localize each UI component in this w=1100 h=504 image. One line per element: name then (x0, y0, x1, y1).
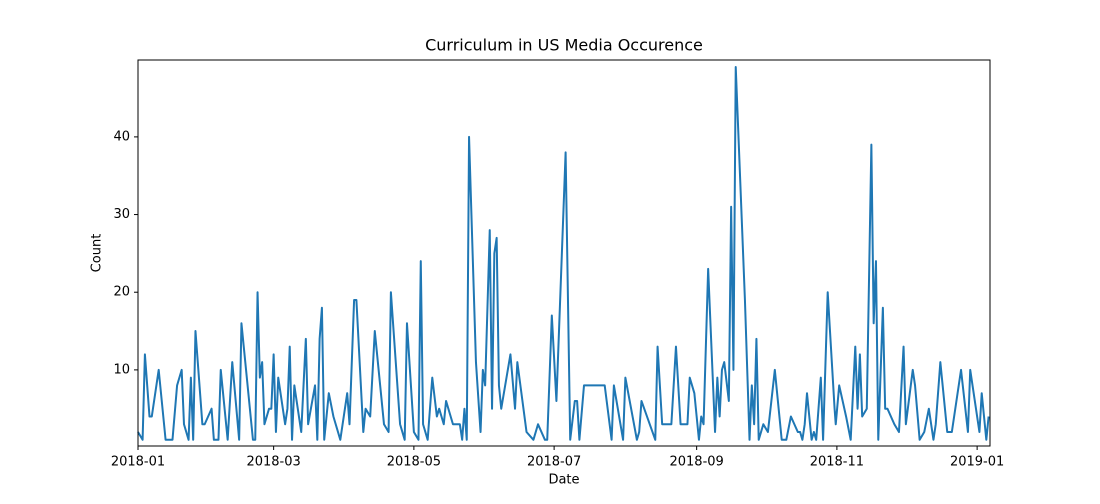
x-tick-label: 2018-11 (810, 455, 864, 470)
x-tick-label: 2018-05 (387, 455, 441, 470)
y-tick-label: 20 (113, 285, 130, 300)
x-tick-label: 2018-07 (527, 455, 581, 470)
plot-frame (137, 59, 991, 447)
x-tick-label: 2018-09 (669, 455, 723, 470)
y-tick-label: 40 (113, 129, 130, 144)
x-axis-label: Date (548, 473, 579, 488)
x-tick-label: 2018-03 (246, 455, 300, 470)
x-tick-label: 2019-01 (950, 455, 1004, 470)
x-tick-label: 2018-01 (111, 455, 165, 470)
data-line (137, 65, 990, 441)
y-tick-label: 30 (113, 207, 130, 222)
chart-title: Curriculum in US Media Occurence (425, 36, 703, 55)
y-tick-label: 10 (113, 362, 130, 377)
y-axis-label: Count (90, 234, 105, 273)
